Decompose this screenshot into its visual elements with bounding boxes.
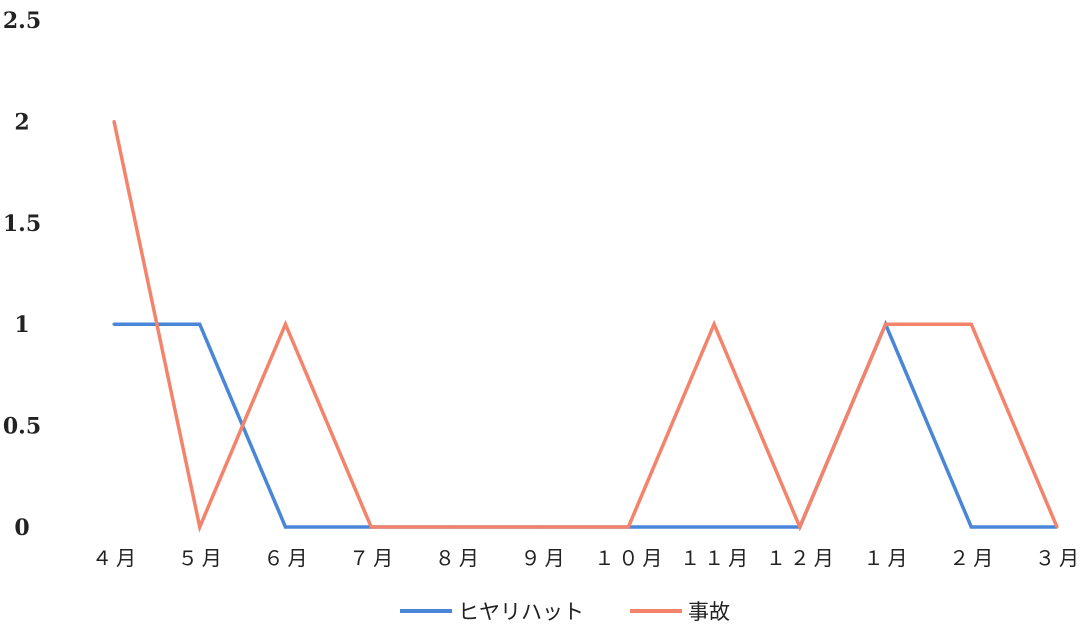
data-point bbox=[969, 322, 973, 326]
x-tick-label: １ ０ 月 bbox=[594, 546, 662, 570]
data-point bbox=[541, 525, 545, 529]
x-tick-label: １ 月 bbox=[864, 546, 908, 570]
data-point bbox=[712, 525, 716, 529]
legend-label: ヒヤリハット bbox=[458, 600, 584, 624]
series-line-1 bbox=[112, 121, 1059, 533]
series-line-0 bbox=[114, 319, 1057, 529]
y-axis: 0 0.5 1 1.5 2 2.5 bbox=[3, 8, 41, 541]
data-point bbox=[198, 322, 202, 326]
y-tick-label: 0.5 bbox=[3, 414, 41, 440]
x-tick-label: ５ 月 bbox=[178, 546, 222, 570]
data-point bbox=[283, 525, 287, 529]
data-point bbox=[112, 119, 116, 123]
y-tick-label: 2.5 bbox=[3, 8, 41, 34]
y-tick-label: 1.5 bbox=[3, 211, 41, 237]
x-tick-label: ６ 月 bbox=[263, 546, 307, 570]
data-point bbox=[198, 525, 202, 529]
x-tick-label: １ ２ 月 bbox=[766, 546, 834, 570]
x-tick-label: ４ 月 bbox=[92, 546, 136, 570]
data-point bbox=[1055, 525, 1059, 529]
x-tick-label: ７ 月 bbox=[349, 546, 393, 570]
data-point bbox=[626, 525, 630, 529]
x-tick-label: ９ 月 bbox=[521, 546, 565, 570]
data-point bbox=[112, 322, 116, 326]
data-point bbox=[369, 525, 373, 529]
legend: ヒヤリハット 事故 bbox=[400, 600, 730, 624]
data-point bbox=[884, 322, 888, 326]
x-tick-label: ８ 月 bbox=[435, 546, 479, 570]
x-tick-label: ３ 月 bbox=[1035, 546, 1079, 570]
plot-lines bbox=[112, 119, 1059, 533]
y-tick-label: 1 bbox=[14, 312, 29, 338]
y-tick-label: 0 bbox=[14, 515, 29, 541]
x-axis: ４ 月 ５ 月 ６ 月 ７ 月 ８ 月 ９ 月 １ ０ 月 １ １ 月 １ ２ 月 １ 月 ２ 月 ３… bbox=[92, 546, 1079, 570]
data-point bbox=[283, 322, 287, 326]
x-tick-label: ２ 月 bbox=[949, 546, 993, 570]
data-point bbox=[455, 525, 459, 529]
x-tick-label: １ １ 月 bbox=[680, 546, 748, 570]
data-point bbox=[798, 525, 802, 529]
y-tick-label: 2 bbox=[14, 109, 29, 135]
data-point bbox=[712, 322, 716, 326]
legend-label: 事故 bbox=[688, 600, 730, 624]
data-point bbox=[969, 525, 973, 529]
